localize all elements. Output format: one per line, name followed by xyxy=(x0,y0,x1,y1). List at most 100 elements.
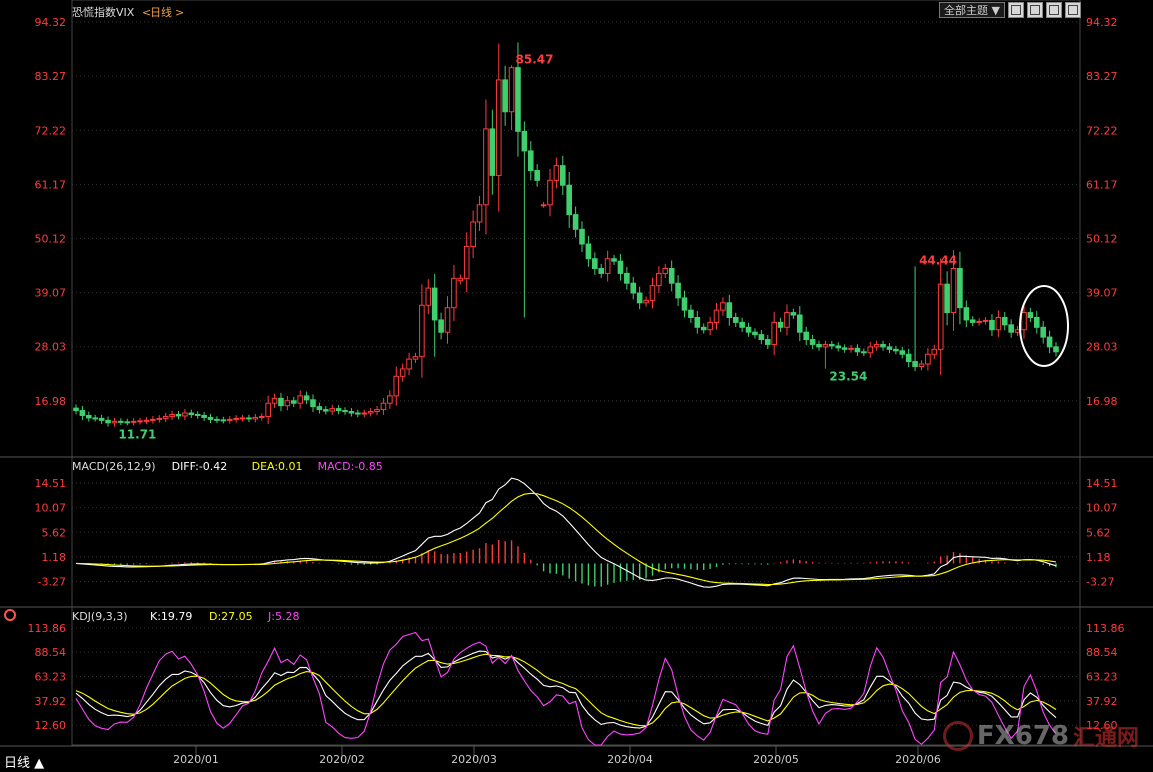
candle-body xyxy=(752,331,758,336)
layout-detail-icon[interactable] xyxy=(1065,2,1081,18)
candle-body xyxy=(559,165,566,186)
candle-body xyxy=(764,339,771,345)
candle-body xyxy=(777,321,784,328)
macd-legend-item: DEA:0.01 xyxy=(252,460,303,473)
candle-body xyxy=(130,420,137,423)
candle-body xyxy=(521,130,528,152)
price-tick-right: 94.32 xyxy=(1086,16,1118,29)
fx678-logo-icon xyxy=(942,721,973,751)
macd-tick-right: 14.51 xyxy=(1086,477,1118,490)
price-annotation: 85.47 xyxy=(516,52,554,66)
price-tick-left: 72.22 xyxy=(35,124,67,137)
candle-body xyxy=(214,418,220,421)
candle-body xyxy=(732,316,739,323)
candle-body xyxy=(636,292,643,304)
candle-body xyxy=(150,418,156,421)
layout-grid-icon[interactable] xyxy=(1046,2,1062,18)
candle-body xyxy=(463,245,470,279)
candle-body xyxy=(822,343,829,348)
candle-body xyxy=(323,409,329,412)
candle-body xyxy=(483,128,489,206)
candle-body xyxy=(989,319,995,331)
candle-body xyxy=(387,395,393,404)
kdj-tick-right: 113.86 xyxy=(1086,622,1125,635)
macd-tick-right: -3.27 xyxy=(1086,576,1114,589)
candle-body xyxy=(726,302,733,318)
candle-body xyxy=(316,406,323,411)
candle-body xyxy=(688,309,694,318)
candle-body xyxy=(918,363,925,367)
macd-title: MACD(26,12,9) xyxy=(72,460,156,473)
candle-body xyxy=(829,343,835,347)
candle-body xyxy=(1001,316,1008,326)
plot-frame xyxy=(71,0,1081,746)
candle-body xyxy=(137,420,143,423)
layout-single-icon[interactable] xyxy=(1008,2,1024,18)
candle-body xyxy=(111,420,118,424)
candle-body xyxy=(182,412,188,417)
candle-body xyxy=(720,302,726,311)
price-tick-right: 16.98 xyxy=(1086,395,1118,408)
candle-body xyxy=(246,417,252,420)
candle-body xyxy=(745,326,752,333)
candle-body xyxy=(220,419,227,422)
candle-body xyxy=(118,420,124,423)
candle-body xyxy=(976,320,982,323)
candle-body xyxy=(169,413,175,417)
kdj-legend-item: J:5.28 xyxy=(267,610,299,623)
candle-body xyxy=(553,165,560,181)
kdj-settings-icon[interactable] xyxy=(4,609,16,621)
candle-body xyxy=(252,416,259,420)
bottom-bar: 日线 ▲ xyxy=(0,748,1153,772)
macd-tick-left: 1.18 xyxy=(42,551,67,564)
candle-body xyxy=(73,407,79,412)
candle-body xyxy=(534,170,540,181)
x-tick-label: 2020/01 xyxy=(173,753,219,766)
candle-body xyxy=(188,412,195,415)
candle-body xyxy=(649,285,656,301)
macd-dea-line xyxy=(75,492,1057,586)
candle-body xyxy=(438,319,444,333)
kdj-tick-left: 113.86 xyxy=(28,622,67,635)
candle-body xyxy=(367,411,374,414)
candle-body xyxy=(809,339,816,345)
candle-body xyxy=(290,400,297,404)
price-tick-right: 50.12 xyxy=(1086,233,1118,246)
candle-body xyxy=(1021,312,1027,331)
price-tick-right: 72.22 xyxy=(1086,124,1118,137)
candle-body xyxy=(226,418,233,421)
kdj-tick-left: 37.92 xyxy=(35,695,67,708)
macd-tick-left: 5.62 xyxy=(42,526,67,539)
candle-body xyxy=(399,368,406,377)
price-annotation: 23.54 xyxy=(829,370,867,384)
layout-split-icon[interactable] xyxy=(1027,2,1043,18)
candle-body xyxy=(604,258,611,274)
watermark: FX678 汇通网 xyxy=(942,720,1139,752)
price-tick-left: 94.32 xyxy=(35,16,67,29)
candle-body xyxy=(124,421,131,424)
kdj-j-line xyxy=(75,631,1057,746)
candle-body xyxy=(489,128,496,176)
macd-tick-right: 10.07 xyxy=(1086,502,1118,515)
macd-tick-right: 5.62 xyxy=(1086,526,1111,539)
period-switch-button[interactable]: 日线 ▲ xyxy=(4,756,45,771)
candle-body xyxy=(771,321,777,345)
candle-body xyxy=(547,179,553,206)
kdj-tick-right: 88.54 xyxy=(1086,646,1118,659)
candle-body xyxy=(982,319,989,322)
theme-select-button[interactable]: 全部主题 ▼ xyxy=(939,2,1005,18)
price-tick-left: 50.12 xyxy=(35,233,67,246)
candle-body xyxy=(592,258,598,270)
candle-body xyxy=(335,408,342,412)
candle-body xyxy=(265,402,271,417)
x-tick-label: 2020/06 xyxy=(895,753,941,766)
candle-body xyxy=(585,243,592,260)
candle-body xyxy=(739,321,745,328)
candle-body xyxy=(899,350,906,355)
kdj-tick-right: 12.60 xyxy=(1086,719,1118,732)
candle-body xyxy=(284,400,291,407)
candle-body xyxy=(861,351,867,354)
candle-body xyxy=(963,307,970,321)
x-tick-label: 2020/02 xyxy=(319,753,365,766)
